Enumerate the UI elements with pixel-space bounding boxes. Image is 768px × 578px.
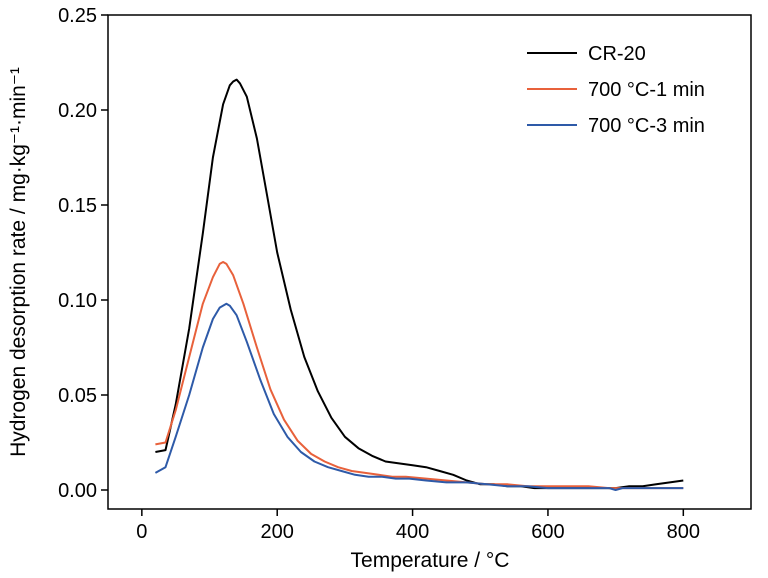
series-layer xyxy=(154,78,684,491)
legend-label: CR-20 xyxy=(588,43,646,65)
y-tick-label: 0.00 xyxy=(58,480,97,502)
series-line-2 xyxy=(155,261,684,490)
legend-label: 700 °C-3 min xyxy=(588,115,705,137)
x-tick-label: 400 xyxy=(396,521,429,543)
x-tick-label: 600 xyxy=(531,521,564,543)
y-tick-label: 0.15 xyxy=(58,195,97,217)
x-tick-label: 800 xyxy=(667,521,700,543)
series-line-1 xyxy=(155,78,684,490)
plot-frame xyxy=(107,14,752,510)
y-tick-label: 0.20 xyxy=(58,100,97,122)
y-tick-label: 0.25 xyxy=(58,5,97,27)
series-line-3 xyxy=(154,302,684,491)
x-tick-label: 0 xyxy=(136,521,147,543)
y-axis-ticks: 0.00 0.05 0.10 0.15 0.20 0.25 xyxy=(58,5,108,502)
x-tick-label: 200 xyxy=(261,521,294,543)
legend-label: 700 °C-1 min xyxy=(588,79,705,101)
y-tick-label: 0.05 xyxy=(58,385,97,407)
x-axis-ticks: 0 200 400 600 800 xyxy=(136,509,700,543)
y-axis-label: Hydrogen desorption rate / mg·kg⁻¹·min⁻¹ xyxy=(7,67,30,457)
legend: CR-20 700 °C-1 min 700 °C-3 min xyxy=(527,43,705,137)
x-axis-label: Temperature / °C xyxy=(351,549,510,572)
y-tick-label: 0.10 xyxy=(58,290,97,312)
